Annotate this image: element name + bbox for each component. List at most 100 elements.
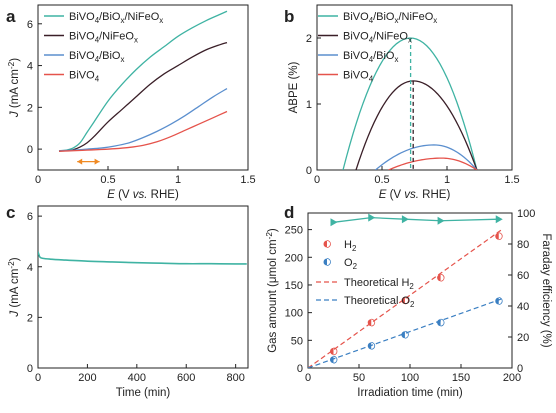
y-tick-label: 2: [306, 33, 312, 45]
faraday-efficiency-point: [437, 216, 445, 225]
x-axis-title: Irradiation time (min): [357, 387, 463, 399]
series-line-3: [58, 110, 228, 152]
x-tick-label: 1: [175, 174, 181, 186]
y-tick-label: 250: [285, 225, 303, 237]
x-tick-label: 50: [353, 372, 365, 384]
gas-data-point-outline-0: [498, 232, 503, 241]
y-tick-label: 0: [297, 363, 303, 375]
faraday-efficiency-point: [330, 218, 338, 227]
series-line-stability: [38, 251, 247, 265]
x-tick-label: 0: [314, 174, 320, 186]
legend-label: O2: [344, 257, 357, 271]
theoretical-line-3: [308, 298, 503, 368]
panel-b: b 0 0.5 1 1.5 0 1 2 E (V vs. RHE) ABPE (%) BiVO4/B…: [284, 4, 520, 201]
y2-tick-label: 20: [517, 332, 529, 344]
plot-area: [342, 37, 478, 170]
x-tick-label: 1: [444, 174, 450, 186]
legend-label: Theoretical O2: [344, 295, 414, 309]
y-tick-label: 50: [291, 335, 303, 347]
x-tick-label: 600: [177, 372, 195, 384]
legend-label: BiVO4/NiFeOx: [343, 31, 412, 45]
gas-data-point-outline-1: [404, 330, 409, 339]
legend-label: H2: [344, 239, 356, 253]
legend-label: BiVO4: [343, 70, 374, 84]
plot-area: [308, 213, 503, 368]
y-tick-label: 1: [306, 99, 312, 111]
gas-data-point-1: [437, 319, 441, 327]
x-axis-title: Time (min): [116, 387, 171, 399]
gas-data-point-outline-1: [371, 341, 376, 350]
series-line-2: [58, 87, 228, 152]
y-tick-label: 6: [27, 211, 33, 223]
plot-area: [58, 10, 228, 165]
legend-label: BiVO4/BiOx/NiFeOx: [343, 11, 437, 25]
y-tick-label: 100: [285, 308, 303, 320]
plot-area: [38, 251, 247, 265]
x-tick-label: 400: [128, 372, 146, 384]
y-tick-label: 4: [27, 262, 33, 274]
panel-d: d0 50 100 150 200050100150200250020406080100…: [265, 203, 552, 399]
x-tick-label: 0.5: [374, 174, 389, 186]
legend-label: BiVO4/BiOx: [343, 50, 399, 64]
x-tick-label: 0: [305, 372, 311, 384]
y-tick-label: 0: [27, 363, 33, 375]
plot-frame: [37, 205, 249, 369]
gas-data-point-1: [401, 331, 405, 339]
faraday-efficiency-line: [333, 216, 499, 223]
arrow-head-left: [77, 158, 83, 165]
y2-tick-label: 60: [517, 270, 529, 282]
y-axis-title: J (mA cm-2): [7, 257, 21, 317]
x-tick-label: 200: [503, 372, 521, 384]
x-tick-label: 0: [35, 174, 41, 186]
faraday-efficiency-point: [401, 215, 409, 224]
x-tick-label: 1.5: [240, 174, 255, 186]
panel-letter: d: [284, 203, 294, 222]
legend-label: BiVO4/BiOx/NiFeOx: [69, 11, 163, 25]
y-tick-label: 6: [27, 19, 33, 31]
abpe-curve-3: [388, 157, 478, 170]
gas-data-point-outline-0: [333, 347, 338, 356]
y-tick-label: 2: [27, 102, 33, 114]
legend-marker-outline: [326, 240, 331, 248]
plot-frame: [37, 4, 249, 171]
y-tick-label: 0: [27, 144, 33, 156]
y-tick-label: 2: [27, 312, 33, 324]
gas-data-point-outline-0: [404, 296, 409, 305]
y2-tick-label: 40: [517, 301, 529, 313]
gas-data-point-0: [495, 232, 499, 240]
x-tick-label: 0: [35, 372, 41, 384]
arrow-head-right: [94, 158, 100, 165]
y2-tick-label: 0: [517, 363, 523, 375]
legend-label: Theoretical H2: [344, 277, 414, 291]
series-line-1: [58, 41, 228, 152]
x-tick-label: 800: [226, 372, 244, 384]
y-axis-title: ABPE (%): [288, 61, 300, 113]
y-axis-title: J (mA cm-2): [7, 58, 21, 118]
x-tick-label: 1.5: [504, 174, 519, 186]
y-tick-label: 4: [27, 61, 33, 73]
x-tick-label: 150: [452, 372, 470, 384]
gas-data-point-0: [437, 274, 441, 282]
legend-marker: [323, 240, 327, 248]
abpe-curve-1: [355, 80, 478, 170]
legend-label: BiVO4: [69, 70, 100, 84]
legend-marker-outline: [326, 258, 331, 266]
panel-letter: c: [6, 203, 15, 222]
x-tick-label: 100: [401, 372, 419, 384]
legend-label: BiVO4/BiOx: [69, 50, 125, 64]
y2-axis-title: Faraday efficiency (%): [540, 233, 552, 347]
gas-data-point-outline-1: [333, 355, 338, 364]
y-tick-label: 0: [306, 165, 312, 177]
plot-frame: [316, 4, 513, 171]
y-tick-label: 200: [285, 252, 303, 264]
faraday-efficiency-point: [495, 215, 503, 224]
y-axis-title: Gas amount (μmol cm-2): [265, 228, 279, 353]
panel-a: a 0 0.5 1 1.5 0 2 4 6 E (V vs. RHE) J (mA cm-2) BiV…: [6, 4, 256, 201]
y2-tick-label: 80: [517, 239, 529, 251]
abpe-curve-2: [375, 144, 478, 170]
y2-tick-label: 100: [517, 208, 535, 220]
legend-marker: [323, 258, 327, 266]
gas-data-point-outline-0: [440, 273, 445, 282]
series-line-0: [58, 10, 228, 152]
